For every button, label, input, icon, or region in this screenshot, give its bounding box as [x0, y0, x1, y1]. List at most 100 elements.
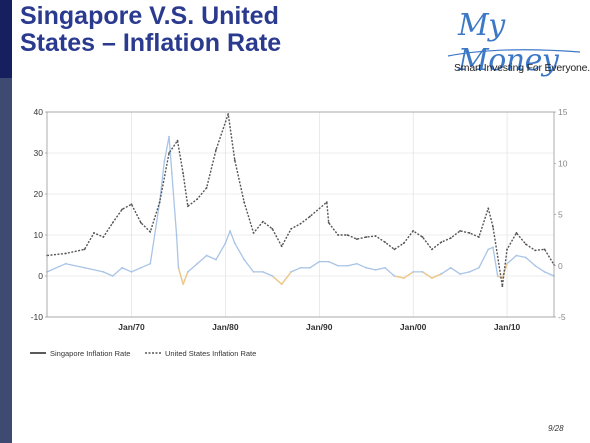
us-data-point: [271, 227, 274, 230]
singapore-negative-segment: [394, 275, 404, 279]
left-axis-tick-label: 30: [34, 148, 44, 158]
chart-series: [46, 113, 555, 288]
us-data-point: [262, 220, 264, 223]
chart-grid: [47, 111, 554, 318]
singapore-data-point: [365, 266, 368, 269]
us-data-point: [139, 221, 142, 224]
legend-label-singapore: Singapore Inflation Rate: [50, 349, 130, 358]
us-data-point: [325, 201, 328, 204]
us-data-point: [506, 248, 508, 251]
singapore-data-point: [290, 271, 293, 273]
singapore-data-point: [121, 266, 124, 269]
us-data-point: [337, 234, 339, 236]
singapore-data-point: [139, 266, 142, 269]
us-data-point: [543, 248, 546, 251]
singapore-data-point: [449, 266, 452, 269]
us-data-point: [431, 248, 433, 251]
us-data-point: [384, 241, 386, 244]
us-data-point: [168, 152, 170, 154]
us-data-point: [468, 232, 471, 234]
logo-wordmark: My Money: [458, 8, 559, 78]
singapore-data-point: [299, 266, 302, 269]
sidebar-accent: [0, 0, 12, 443]
slide-title-line-1: Singapore V.S. United: [20, 2, 279, 30]
singapore-negative-segment: [403, 271, 414, 279]
slide-title-line-2: States – Inflation Rate: [20, 29, 282, 57]
us-data-point: [280, 245, 283, 248]
left-axis-tick-label: 40: [34, 107, 44, 117]
us-data-point: [64, 252, 67, 255]
us-data-point: [421, 236, 424, 238]
chart-axes: -10 0 10 20 30 40 -5 0 5 10 15 Jan/70 Jan/80 Jan/90 Ja…: [31, 107, 568, 332]
us-data-point: [402, 242, 405, 245]
us-data-point: [83, 248, 86, 251]
singapore-data-point: [327, 260, 330, 263]
singapore-data-point: [459, 273, 462, 275]
singapore-negative-segment: [422, 271, 433, 279]
us-data-point: [459, 230, 462, 232]
us-data-point: [149, 231, 152, 233]
right-axis-tick-label: 15: [558, 107, 568, 117]
us-data-point: [196, 198, 199, 201]
singapore-data-point: [224, 242, 227, 245]
us-data-point: [233, 159, 236, 162]
singapore-data-point: [534, 264, 537, 267]
singapore-data-point: [318, 260, 321, 263]
singapore-data-point: [280, 283, 283, 286]
singapore-data-point: [477, 266, 480, 269]
inflation-chart: -10 0 10 20 30 40 -5 0 5 10 15 Jan/70 Jan/80 Jan/90 Ja…: [30, 107, 568, 358]
logo-tagline: Smart Investing For Everyone.: [454, 62, 590, 74]
us-data-point: [243, 201, 246, 204]
legend-label-us: United States Inflation Rate: [165, 349, 256, 358]
singapore-data-point: [163, 160, 166, 163]
singapore-negative-segment: [177, 267, 184, 285]
singapore-data-point: [468, 271, 471, 273]
singapore-data-point: [130, 271, 133, 273]
singapore-data-point: [506, 262, 508, 265]
right-axis-tick-label: 5: [558, 210, 563, 220]
x-axis-tick-label: Jan/00: [400, 322, 427, 332]
us-data-point: [215, 149, 217, 151]
x-axis-tick-label: Jan/90: [306, 322, 333, 332]
us-data-point: [501, 285, 504, 288]
page-number: 9/28: [548, 424, 564, 433]
us-data-point: [205, 186, 208, 189]
singapore-data-point: [205, 254, 208, 257]
singapore-negative-segment: [271, 275, 283, 285]
us-data-point: [346, 234, 349, 236]
singapore-data-point: [440, 273, 443, 275]
us-data-point: [252, 232, 255, 234]
singapore-data-point: [308, 266, 311, 269]
singapore-data-point: [182, 283, 185, 286]
right-axis-tick-label: 0: [558, 261, 563, 271]
singapore-data-point: [83, 266, 86, 269]
singapore-data-point: [271, 275, 274, 277]
singapore-data-point: [402, 277, 405, 279]
singapore-data-point: [111, 275, 114, 277]
singapore-negative-segment: [182, 271, 189, 285]
us-data-point: [412, 230, 415, 232]
singapore-data-point: [524, 256, 527, 259]
singapore-data-point: [262, 271, 264, 273]
singapore-data-point: [431, 277, 433, 279]
singapore-data-point: [355, 262, 358, 265]
singapore-data-point: [215, 258, 217, 261]
us-data-point: [111, 221, 114, 224]
singapore-data-point: [229, 230, 231, 232]
singapore-data-point: [186, 271, 189, 273]
singapore-data-point: [233, 242, 236, 245]
left-axis-tick-label: 10: [34, 230, 44, 240]
singapore-negative-segment: [431, 273, 442, 279]
singapore-data-point: [243, 258, 246, 261]
chart-legend: Singapore Inflation Rate United States In…: [30, 349, 256, 358]
us-data-point: [308, 215, 311, 218]
us-data-point: [492, 225, 494, 228]
singapore-data-point: [64, 262, 67, 265]
singapore-data-point: [412, 271, 415, 273]
left-axis-tick-label: 20: [34, 189, 44, 199]
us-data-point: [449, 237, 452, 239]
singapore-data-point: [346, 264, 349, 267]
sidebar-accent-top: [0, 0, 12, 78]
us-data-point: [393, 248, 396, 251]
singapore-data-point: [170, 172, 173, 175]
